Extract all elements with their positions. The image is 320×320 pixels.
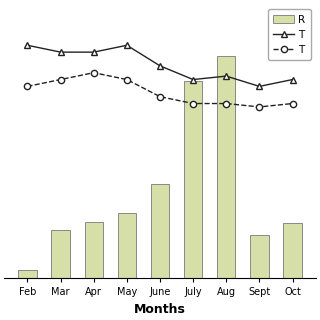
- Bar: [250, 236, 268, 278]
- X-axis label: Months: Months: [134, 303, 186, 316]
- Bar: [151, 184, 169, 278]
- Bar: [284, 223, 302, 278]
- Bar: [18, 270, 36, 278]
- Bar: [118, 213, 136, 278]
- Legend: R, T, T: R, T, T: [268, 9, 311, 60]
- Bar: [84, 222, 103, 278]
- Bar: [217, 56, 236, 278]
- Bar: [52, 230, 70, 278]
- Bar: [184, 81, 202, 278]
